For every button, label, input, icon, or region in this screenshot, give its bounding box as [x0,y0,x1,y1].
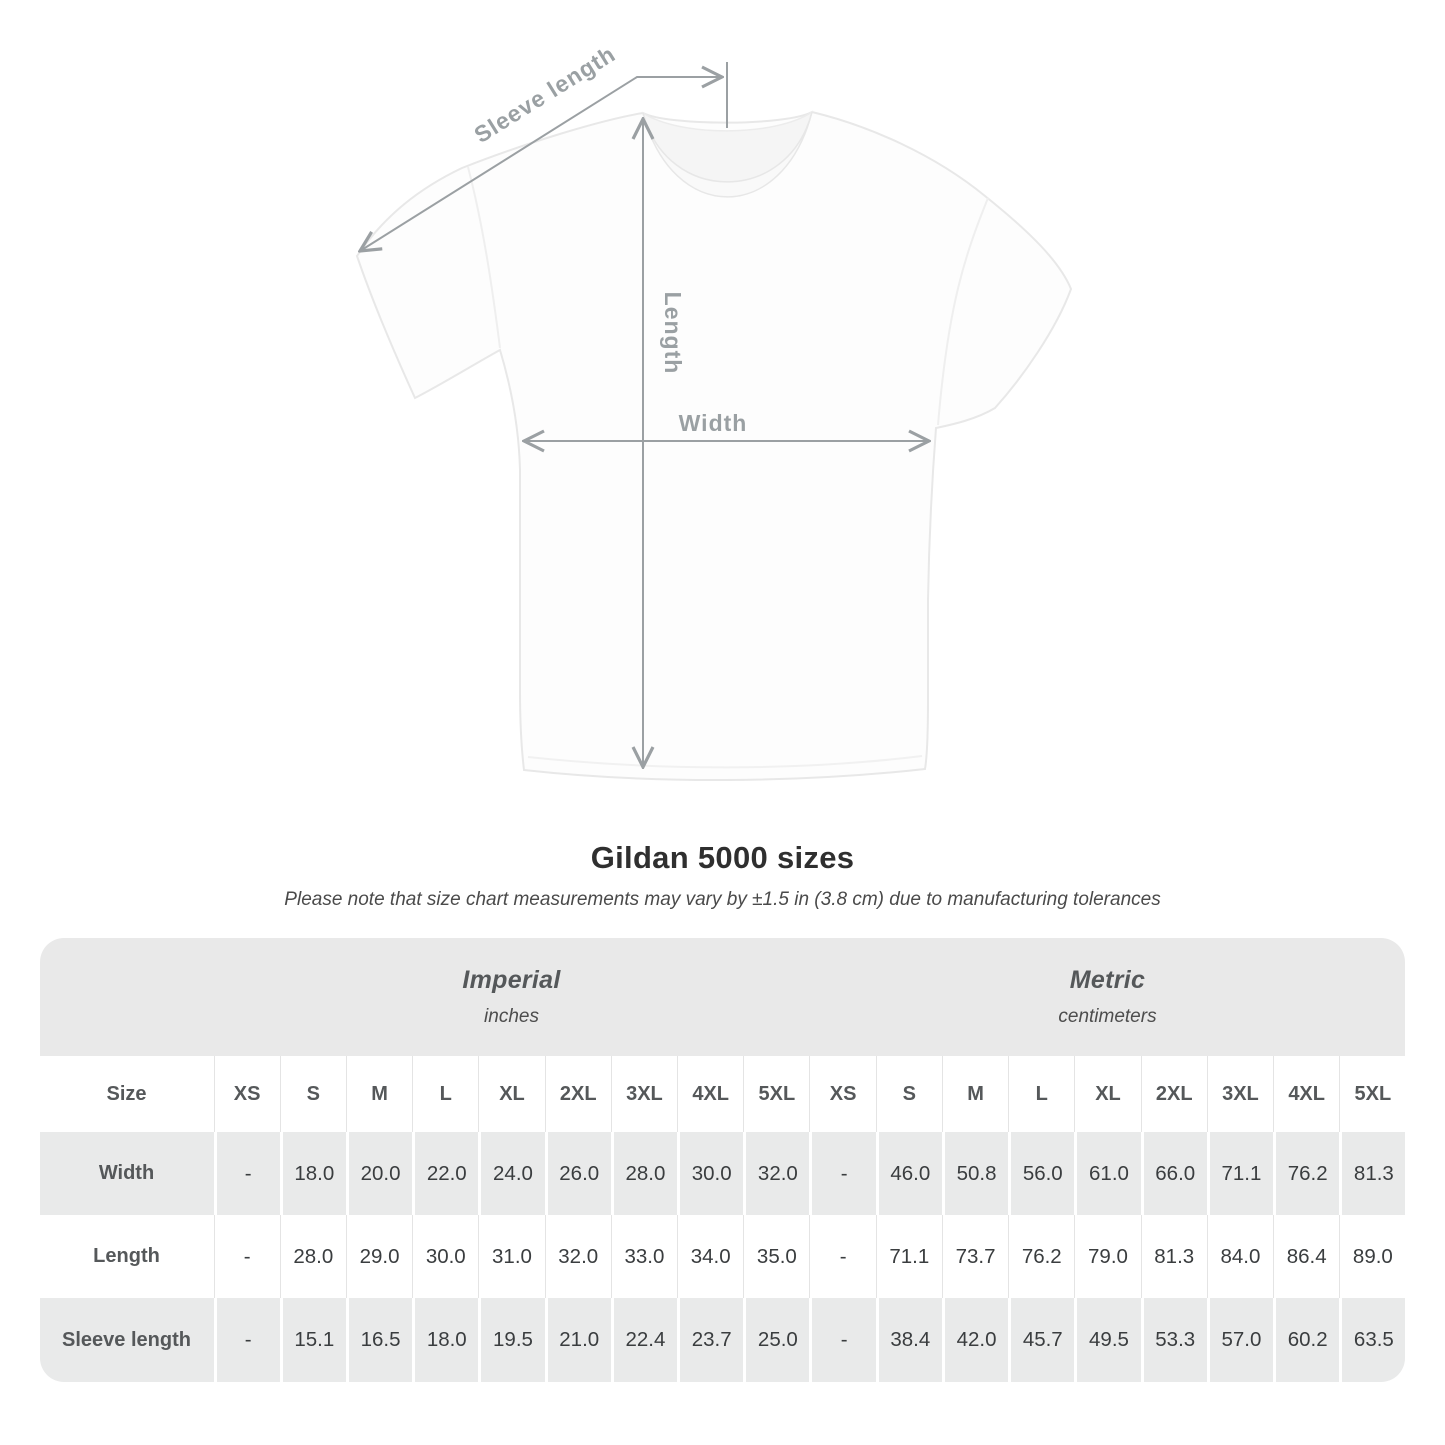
table-cell: 81.3 [1339,1132,1406,1215]
size-col-header: 5XL [743,1056,810,1132]
tshirt-graphic [355,110,1073,782]
table-cell: 57.0 [1206,1298,1274,1382]
metric-unit: centimeters [1058,1006,1157,1027]
table-cell: 15.1 [279,1298,346,1382]
table-cell: 28.0 [610,1132,678,1215]
group-header-spacer [39,938,214,1056]
right-sleeve-seam [937,197,989,426]
table-cell: 71.1 [875,1215,942,1298]
table-cell: 22.0 [412,1132,479,1215]
length-label: Length [660,292,686,375]
size-col-header: 2XL [544,1056,611,1132]
size-col-header: 4XL [1273,1056,1340,1132]
tshirt-measurement-diagram: Sleeve length Length Width [355,40,1073,782]
metric-title: Metric [1069,966,1146,994]
table-cell: 28.0 [279,1215,346,1298]
table-cell: 84.0 [1206,1215,1274,1298]
table-cell: 66.0 [1140,1132,1207,1215]
size-table: Imperial inches Metric centimeters Size … [39,938,1406,1382]
size-col-header: S [279,1056,346,1132]
width-label: Width [679,410,748,436]
table-cell: 89.0 [1339,1215,1406,1298]
table-cell: 60.2 [1273,1298,1340,1382]
size-col-header: M [941,1056,1009,1132]
table-cell: 18.0 [412,1298,479,1382]
table-cell: 23.7 [677,1298,744,1382]
size-column-header: Size [39,1056,214,1132]
table-cell: 38.4 [875,1298,942,1382]
table-cell: 20.0 [345,1132,413,1215]
table-cell: 30.0 [677,1132,744,1215]
size-col-header: L [412,1056,479,1132]
hem-stitch [527,755,923,769]
table-cell: 42.0 [941,1298,1009,1382]
size-col-header: XS [809,1056,876,1132]
size-col-header: 3XL [610,1056,678,1132]
size-col-header: S [875,1056,942,1132]
table-cell: - [809,1215,876,1298]
size-col-header: XS [213,1056,280,1132]
table-cell: 73.7 [941,1215,1009,1298]
size-col-header: M [345,1056,413,1132]
table-cell: 31.0 [478,1215,545,1298]
table-cell: 18.0 [279,1132,346,1215]
group-header-metric: Metric centimeters [809,938,1406,1056]
size-col-header: L [1008,1056,1075,1132]
size-col-header: XL [478,1056,545,1132]
table-cell: 33.0 [610,1215,678,1298]
table-cell: 46.0 [875,1132,942,1215]
table-cell: 49.5 [1074,1298,1141,1382]
table-cell: 22.4 [610,1298,678,1382]
table-cell: 76.2 [1008,1215,1075,1298]
table-cell: 26.0 [544,1132,611,1215]
table-cell: 76.2 [1273,1132,1340,1215]
imperial-title: Imperial [462,966,561,994]
table-cell: 86.4 [1273,1215,1340,1298]
table-cell: 16.5 [345,1298,413,1382]
table-cell: 30.0 [412,1215,479,1298]
table-cell: 63.5 [1339,1298,1406,1382]
table-cell: 56.0 [1008,1132,1075,1215]
table-cell: 81.3 [1140,1215,1207,1298]
table-cell: - [213,1298,280,1382]
table-cell: 53.3 [1140,1298,1207,1382]
tshirt-diagram-svg: Sleeve length Length Width [355,40,1073,782]
table-cell: 45.7 [1008,1298,1075,1382]
table-cell: 35.0 [743,1215,810,1298]
row-label-sleeve-length: Sleeve length [39,1298,214,1382]
table-cell: - [809,1298,876,1382]
table-cell: 71.1 [1206,1132,1274,1215]
table-cell: 25.0 [743,1298,810,1382]
table-cell: 79.0 [1074,1215,1141,1298]
row-label-width: Width [39,1132,214,1215]
table-cell: 24.0 [478,1132,545,1215]
table-cell: - [213,1215,280,1298]
size-col-header: 2XL [1140,1056,1207,1132]
table-cell: 50.8 [941,1132,1009,1215]
table-cell: 29.0 [345,1215,413,1298]
page-title: Gildan 5000 sizes [590,840,855,875]
size-col-header: 5XL [1339,1056,1406,1132]
table-cell: 32.0 [743,1132,810,1215]
row-label-length: Length [39,1215,214,1298]
table-cell: 34.0 [677,1215,744,1298]
table-cell: 19.5 [478,1298,545,1382]
table-cell: 21.0 [544,1298,611,1382]
table-cell: 32.0 [544,1215,611,1298]
tolerance-note: Please note that size chart measurements… [284,889,1161,910]
imperial-unit: inches [484,1006,539,1027]
size-col-header: 3XL [1206,1056,1274,1132]
size-col-header: 4XL [677,1056,744,1132]
table-cell: 61.0 [1074,1132,1141,1215]
table-cell: - [809,1132,876,1215]
size-col-header: XL [1074,1056,1141,1132]
table-cell: - [213,1132,280,1215]
sleeve-length-arrow [360,77,722,251]
group-header-imperial: Imperial inches [213,938,810,1056]
